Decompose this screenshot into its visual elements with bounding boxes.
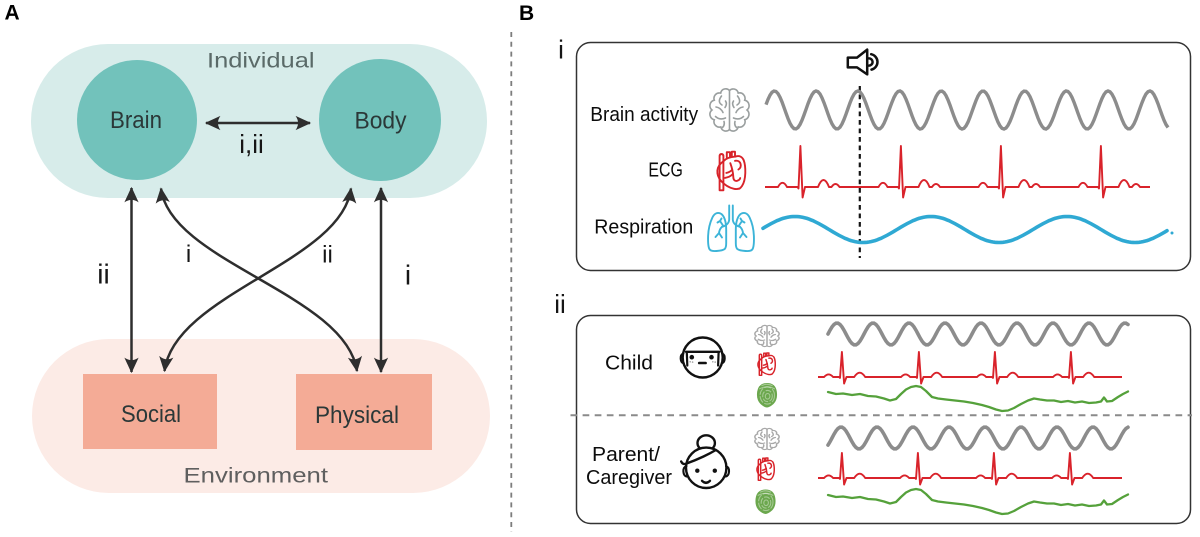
svg-text:Brain: Brain bbox=[110, 107, 162, 134]
svg-text:Environment: Environment bbox=[184, 465, 329, 488]
svg-text:Respiration: Respiration bbox=[594, 217, 693, 239]
svg-text:i,ii: i,ii bbox=[239, 129, 264, 159]
svg-text:ii: ii bbox=[97, 259, 109, 290]
svg-text:Social: Social bbox=[121, 401, 181, 428]
svg-text:i: i bbox=[186, 241, 191, 268]
svg-text:ECG: ECG bbox=[648, 160, 682, 182]
svg-text:ii: ii bbox=[322, 242, 333, 269]
svg-text:ii: ii bbox=[554, 289, 566, 319]
svg-text:Caregiver: Caregiver bbox=[586, 467, 672, 489]
svg-text:Parent/: Parent/ bbox=[592, 444, 660, 466]
svg-text:B: B bbox=[519, 2, 534, 25]
svg-text:i: i bbox=[558, 35, 564, 65]
svg-text:A: A bbox=[5, 2, 20, 25]
svg-text:Individual: Individual bbox=[207, 49, 315, 73]
svg-text:Brain activity: Brain activity bbox=[590, 104, 698, 126]
svg-text:Body: Body bbox=[355, 108, 408, 135]
svg-text:Physical: Physical bbox=[315, 402, 399, 429]
svg-text:Child: Child bbox=[605, 353, 653, 375]
svg-text:i: i bbox=[405, 260, 411, 291]
